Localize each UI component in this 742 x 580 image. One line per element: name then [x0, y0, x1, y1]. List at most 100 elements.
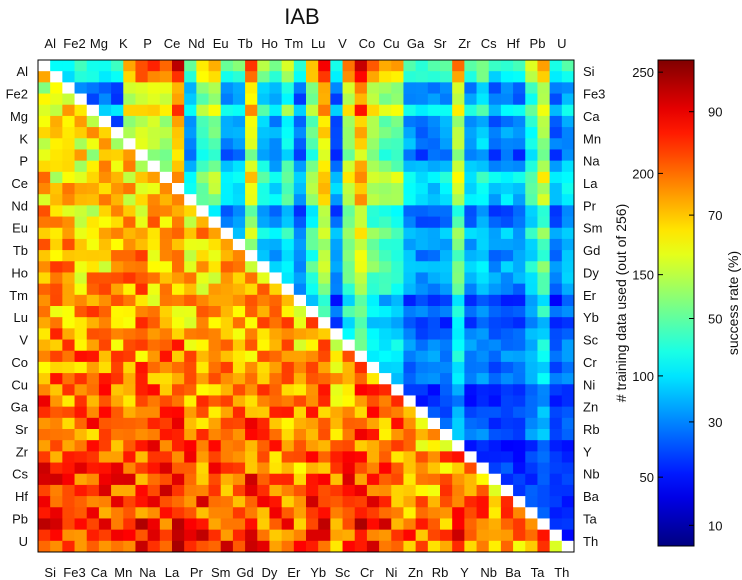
heatmap-cell: [293, 171, 307, 184]
heatmap-cell: [525, 451, 538, 463]
heatmap-cell: [403, 205, 417, 217]
heatmap-cell: [366, 171, 380, 184]
heatmap-cell: [220, 194, 234, 206]
heatmap-cell: [330, 507, 343, 519]
heatmap-cell: [330, 216, 343, 229]
heatmap-cell: [549, 60, 563, 72]
heatmap-cell: [366, 429, 380, 441]
heatmap-cell: [257, 127, 270, 139]
heatmap-cell: [269, 484, 283, 497]
heatmap-cell: [440, 518, 453, 531]
heatmap-cell: [172, 462, 185, 475]
heatmap-cell: [342, 294, 356, 307]
heatmap-cell: [342, 496, 356, 508]
heatmap-cell: [464, 160, 477, 173]
heatmap-cell: [306, 127, 319, 139]
right-tick-label: Sc: [583, 333, 599, 348]
heatmap-cell: [513, 507, 526, 519]
heatmap-cell: [342, 82, 356, 94]
heatmap-cell: [159, 149, 173, 162]
heatmap-cell: [440, 82, 453, 94]
heatmap-cell: [561, 440, 575, 452]
heatmap-cell: [208, 317, 222, 329]
top-tick-label: Tb: [238, 36, 253, 51]
heatmap-cell: [257, 328, 270, 340]
heatmap-cell: [549, 149, 563, 162]
heatmap-cell: [342, 171, 356, 184]
heatmap-cell: [306, 518, 319, 531]
heatmap-cell: [281, 373, 295, 385]
heatmap-cell: [549, 194, 563, 206]
heatmap-cell: [184, 115, 197, 128]
heatmap-cell: [440, 283, 453, 296]
heatmap-cell: [318, 339, 331, 352]
heatmap-cell: [232, 306, 246, 318]
heatmap-cell: [257, 283, 270, 296]
heatmap-cell: [86, 272, 100, 285]
left-tick-label: Zr: [16, 444, 29, 459]
heatmap-cell: [135, 216, 149, 229]
heatmap-cell: [159, 484, 173, 497]
heatmap-cell: [220, 283, 234, 296]
heatmap-cell: [184, 104, 197, 117]
heatmap-cell: [379, 71, 392, 83]
heatmap-cell: [440, 227, 453, 240]
colorbar-left-tick-label: 100: [632, 369, 654, 384]
heatmap-cell: [111, 406, 124, 419]
heatmap-cell: [330, 451, 343, 463]
heatmap-cell: [135, 149, 149, 162]
heatmap-cell: [208, 462, 222, 475]
heatmap-cell: [525, 82, 538, 94]
heatmap-cell: [330, 540, 343, 553]
heatmap-cell: [366, 82, 380, 94]
heatmap-cell: [476, 82, 490, 94]
heatmap-cell: [135, 429, 149, 441]
heatmap-cell: [488, 82, 502, 94]
heatmap-cell: [452, 283, 465, 296]
heatmap-cell: [220, 328, 234, 340]
heatmap-cell: [391, 71, 404, 83]
heatmap-cell: [86, 127, 100, 139]
heatmap-cell: [306, 496, 319, 508]
heatmap-cell: [208, 484, 222, 497]
heatmap-cell: [500, 339, 514, 352]
heatmap-cell: [172, 429, 185, 441]
heatmap-cell: [257, 194, 270, 206]
heatmap-cell: [525, 272, 538, 285]
left-tick-label: Pb: [12, 512, 28, 527]
heatmap-cell: [62, 473, 75, 486]
heatmap-cell: [147, 473, 161, 486]
heatmap-cell: [549, 183, 563, 195]
heatmap-cell: [74, 71, 88, 83]
heatmap-cell: [269, 406, 283, 419]
heatmap-cell: [184, 127, 197, 139]
heatmap-cell: [525, 518, 538, 531]
heatmap-cell: [147, 250, 161, 262]
top-tick-label: Mg: [90, 36, 108, 51]
heatmap-cell: [306, 104, 319, 117]
heatmap-cell: [476, 272, 490, 285]
heatmap-cell: [74, 250, 88, 262]
heatmap-cell: [537, 82, 551, 94]
heatmap-cell: [306, 283, 319, 296]
heatmap-cell: [281, 417, 295, 430]
heatmap-cell: [281, 395, 295, 408]
heatmap-cell: [513, 294, 526, 307]
heatmap-cell: [342, 373, 356, 385]
heatmap-cell: [220, 82, 234, 94]
heatmap-cell: [123, 104, 136, 117]
heatmap-cell: [172, 496, 185, 508]
chart-title: IAB: [284, 4, 319, 29]
heatmap-cell: [561, 71, 575, 83]
heatmap-cell: [537, 373, 551, 385]
heatmap-cell: [50, 540, 63, 553]
heatmap-cell: [537, 283, 551, 296]
heatmap-cell: [342, 306, 356, 318]
heatmap-cell: [561, 238, 575, 251]
heatmap-cell: [537, 250, 551, 262]
heatmap-cell: [184, 317, 197, 329]
heatmap-cell: [245, 317, 258, 329]
heatmap-cell: [147, 306, 161, 318]
left-tick-label: Mg: [10, 109, 28, 124]
heatmap-cell: [354, 361, 368, 374]
